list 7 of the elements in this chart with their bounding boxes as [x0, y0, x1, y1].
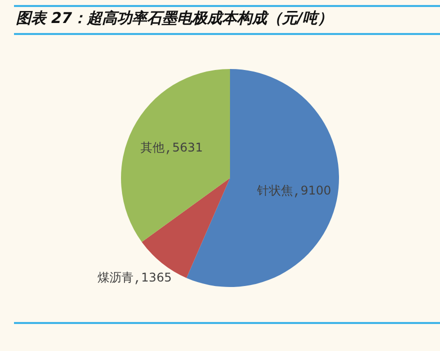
- chart-title: 图表 27：超高功率石墨电极成本构成（元/吨）: [14, 5, 440, 35]
- data-label: 1365: [141, 270, 172, 284]
- data-label: 5631: [172, 140, 203, 154]
- slice-label: 煤沥青: [98, 270, 134, 284]
- data-label: 9100: [300, 183, 332, 198]
- slice-label: 针状焦: [256, 183, 293, 198]
- slice-label: 其他: [140, 140, 165, 154]
